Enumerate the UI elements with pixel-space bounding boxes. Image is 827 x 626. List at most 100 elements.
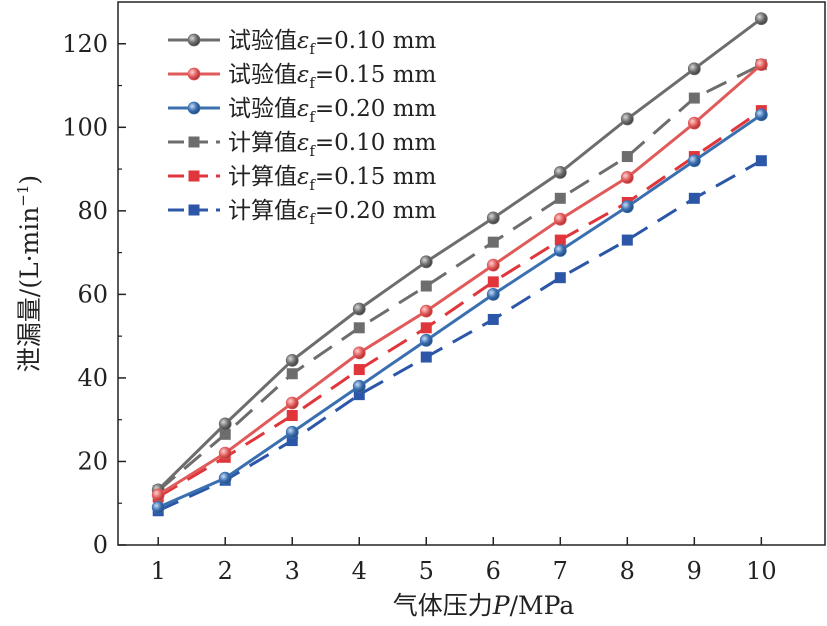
legend-label: 计算值εf=0.10 mm	[228, 130, 437, 160]
data-point	[286, 368, 298, 380]
legend-label: 试验值εf=0.15 mm	[228, 62, 437, 92]
legend-prefix: 计算值	[228, 198, 297, 224]
data-point	[352, 379, 366, 393]
legend-item: 计算值εf=0.20 mm	[168, 198, 437, 228]
data-point	[286, 410, 298, 422]
legend-label: 试验值εf=0.10 mm	[228, 28, 437, 58]
x-tick-label: 9	[687, 557, 702, 585]
y-tick-label: 120	[62, 30, 108, 58]
x-tick-label: 10	[746, 557, 777, 585]
series-line	[157, 113, 763, 509]
series-calc-010	[152, 59, 767, 497]
plot-frame	[117, 1, 826, 546]
data-point	[285, 353, 299, 367]
data-point	[553, 244, 567, 257]
legend-prefix: 试验值	[228, 62, 297, 88]
series-test-010	[151, 12, 768, 497]
x-tick-label: 3	[285, 557, 300, 585]
series-line	[157, 63, 763, 497]
data-point	[553, 166, 567, 179]
data-point	[353, 364, 365, 376]
legend-marker	[188, 204, 200, 216]
legend-item: 试验值εf=0.15 mm	[168, 62, 437, 92]
legend-item: 试验值εf=0.10 mm	[168, 28, 437, 58]
data-point	[621, 151, 633, 163]
y-tick-label: 60	[77, 280, 108, 308]
data-point	[151, 488, 165, 502]
data-point	[219, 428, 231, 440]
x-axis-title: 气体压力P/MPa	[393, 591, 575, 620]
legend-item: 试验值εf=0.20 mm	[168, 96, 437, 126]
data-point	[754, 108, 768, 122]
y-tick-label: 0	[93, 531, 108, 559]
legend: 试验值εf=0.10 mm 试验值εf=0.15 mm 试验值εf=0.20 mm 计…	[168, 28, 437, 228]
data-point	[419, 304, 433, 318]
x-tick-label: 2	[218, 557, 233, 585]
data-point	[420, 322, 432, 334]
legend-item: 计算值εf=0.15 mm	[168, 164, 437, 194]
data-point	[687, 154, 701, 168]
data-point	[687, 116, 701, 130]
x-tick-label: 8	[620, 557, 635, 585]
legend-marker	[187, 33, 201, 47]
data-point	[285, 425, 299, 439]
legend-prefix: 试验值	[228, 28, 297, 54]
legend-marker	[188, 170, 200, 182]
series-test-015	[151, 58, 768, 502]
x-tick-label: 6	[486, 557, 501, 585]
data-point	[353, 322, 365, 334]
data-point	[352, 346, 366, 360]
series-line	[157, 109, 763, 499]
data-point	[554, 272, 566, 284]
legend-marker	[187, 101, 201, 115]
legend-label: 计算值εf=0.20 mm	[228, 198, 437, 228]
data-point	[151, 501, 165, 514]
series-test-020	[151, 108, 768, 514]
data-point	[487, 276, 499, 288]
data-point	[420, 280, 432, 292]
data-point	[687, 62, 701, 76]
x-tick-label: 5	[419, 557, 434, 585]
data-point	[286, 435, 298, 447]
data-point	[285, 396, 299, 410]
data-point	[419, 255, 433, 269]
legend-item: 计算值εf=0.10 mm	[168, 130, 437, 160]
y-tick-label: 80	[77, 197, 108, 225]
data-point	[620, 171, 634, 184]
series-line	[157, 17, 763, 491]
legend-label: 计算值εf=0.15 mm	[228, 164, 437, 194]
data-point	[621, 234, 633, 246]
data-point	[352, 302, 366, 316]
legend-label: 试验值εf=0.20 mm	[228, 96, 437, 126]
y-axis-title: 泄漏量/(L·min−1)	[14, 175, 44, 372]
data-point	[218, 417, 232, 431]
data-point	[754, 12, 768, 26]
data-point	[553, 212, 567, 226]
legend-marker	[188, 136, 200, 148]
x-tick-label: 1	[151, 557, 166, 585]
data-point	[486, 258, 500, 272]
series-line	[157, 159, 763, 513]
data-point	[419, 333, 433, 347]
series-line	[157, 63, 763, 492]
x-tick-label: 4	[352, 557, 367, 585]
legend-prefix: 计算值	[228, 130, 297, 156]
data-point	[487, 236, 499, 248]
data-point	[754, 58, 768, 72]
data-point	[688, 192, 700, 204]
data-point	[554, 234, 566, 246]
y-tick-label: 20	[77, 447, 108, 475]
data-point	[620, 200, 634, 214]
data-point	[353, 389, 365, 401]
legend-marker	[187, 67, 201, 81]
y-tick-label: 100	[62, 113, 108, 141]
data-point	[688, 92, 700, 104]
data-point	[420, 351, 432, 363]
data-point	[755, 155, 767, 167]
data-point	[487, 313, 499, 325]
data-point	[486, 211, 500, 225]
data-point	[554, 192, 566, 204]
plot-area: 0 20 40 60 80 100 120 1 2 3 4 5 6 7 8 9 10 气体压力P/MPa 泄漏量/(…	[14, 1, 826, 620]
data-point	[218, 471, 232, 485]
